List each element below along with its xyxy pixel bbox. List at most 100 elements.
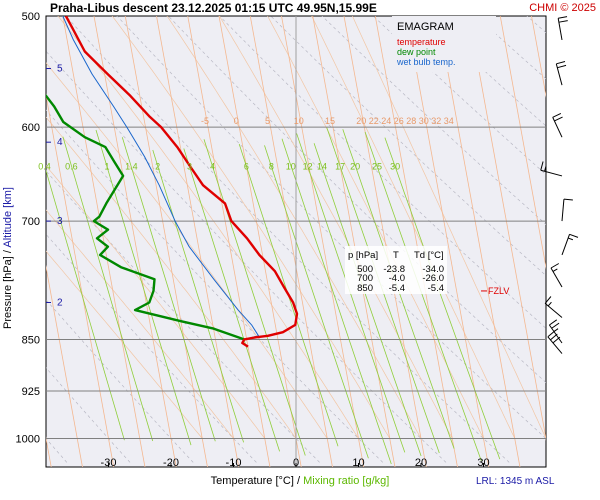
moist-adiabat [46, 62, 328, 439]
dry-adiabat [46, 170, 320, 463]
wind-barb [550, 263, 563, 288]
legend-title: EMAGRAM [397, 21, 454, 33]
isotherm [156, 16, 240, 467]
isotherm [249, 16, 333, 467]
moist-adiabat [46, 209, 234, 439]
fzlv-marker: FZLV [481, 286, 509, 296]
table-header-td: Td [°C] [414, 250, 444, 261]
mixing-ratio-line [281, 138, 392, 465]
moist-adiabat [57, 16, 359, 439]
mixing-ratio-label: 0.4 [38, 161, 51, 171]
wind-barb [540, 161, 563, 177]
x-axis-label: Temperature [°C] / Mixing ratio [g/kg] [211, 475, 390, 487]
chart-title: Praha-Libus descent 23.12.2025 01:15 UTC… [50, 1, 377, 15]
data-table: p [hPa] T Td [°C] 500 -23.8 -34.0 700 -4… [345, 246, 447, 294]
y-axis-label: Pressure [hPa] / Altitude [km] [2, 187, 14, 329]
isotherm [187, 16, 271, 467]
y-tick-label: 700 [22, 216, 40, 228]
moist-adiabat [166, 16, 422, 439]
mixing-ratio-label: 14 [317, 161, 327, 171]
mixing-ratio-label: 2 [155, 161, 160, 171]
copyright: CHMI © 2025 [529, 2, 596, 14]
wind-barb [547, 330, 563, 354]
mixing-ratio-line [95, 129, 192, 446]
isotherm [46, 264, 83, 467]
mixing-ratio-label: 1 [105, 161, 110, 171]
isotherm [312, 16, 396, 467]
dry-adiabat [46, 50, 447, 463]
altitude-label: 4 [57, 137, 63, 148]
isotherm-label: 15 [325, 116, 335, 126]
lrl-label: LRL: 1345 m ASL [476, 476, 555, 487]
mixing-ratio-line [152, 149, 244, 443]
moist-adiabat [46, 165, 266, 439]
series-dew-point [46, 93, 245, 341]
dry-adiabat [219, 16, 546, 329]
background-lines [46, 16, 546, 467]
y-tick-label: 1000 [16, 434, 40, 446]
legend-item-wet-bulb: wet bulb temp. [396, 57, 456, 67]
table-cell: 850 [357, 283, 373, 294]
wind-barbs [540, 16, 579, 354]
isotherm-label: 30 [419, 116, 429, 126]
y-tick-label: 850 [22, 334, 40, 346]
mixing-ratio-line [364, 131, 482, 461]
series-temperature [64, 16, 299, 348]
wind-barb [561, 233, 579, 256]
series-layer [46, 16, 299, 348]
table-header-t: T [393, 250, 399, 261]
isotherm [62, 16, 146, 467]
dry-adiabat [372, 16, 546, 175]
mixing-ratio-label: 3 [187, 161, 192, 171]
isotherm [124, 16, 208, 467]
tick-layer: 1000925850700600500-30-20-1001020302345-… [16, 11, 490, 469]
mixing-ratio-line [46, 169, 125, 441]
mixing-ratio-line [264, 145, 369, 459]
dry-adiabat [46, 233, 257, 463]
legend-box: EMAGRAM temperature dew point wet bulb t… [392, 16, 496, 72]
isotherm-label: 26 [394, 116, 404, 126]
altitude-label: 3 [57, 216, 63, 227]
mixing-ratio-label: 25 [372, 161, 382, 171]
isotherm-label: 22 [369, 116, 379, 126]
altitude-label: 5 [57, 64, 63, 75]
dry-adiabat [65, 16, 510, 463]
table-cell: 500 [357, 264, 373, 275]
isotherm [499, 16, 546, 270]
series-wet-bulb-temp [62, 16, 259, 340]
wind-barb [555, 61, 567, 86]
wind-barb [544, 296, 563, 318]
isotherm-label: 28 [406, 116, 416, 126]
mixing-ratio-label: 20 [350, 161, 360, 171]
mixing-ratio-label: 17 [335, 161, 345, 171]
mixing-ratio-line [296, 133, 406, 453]
mixing-ratio-line [313, 143, 422, 457]
table-cell: -4.0 [389, 273, 405, 284]
altitude-label: 2 [57, 297, 63, 308]
dry-adiabat [116, 16, 546, 439]
isotherm-label: 20 [356, 116, 366, 126]
table-cell: 700 [357, 273, 373, 284]
isotherm [218, 16, 302, 467]
isotherm-label: 5 [265, 116, 270, 126]
moist-adiabat [46, 250, 203, 439]
y-tick-label: 925 [22, 386, 40, 398]
y-tick-label: 500 [22, 11, 40, 23]
isotherm [374, 16, 458, 467]
table-header-p: p [hPa] [348, 250, 378, 261]
isotherm [343, 16, 427, 467]
moist-adiabat [352, 16, 546, 439]
mixing-ratio-label: 1.4 [125, 161, 138, 171]
mixing-ratio-label: 0.6 [65, 161, 78, 171]
table-cell: -34.0 [422, 264, 444, 275]
wind-barb [552, 113, 563, 138]
wind-barb [557, 16, 568, 40]
legend-item-dew-point: dew point [397, 47, 436, 57]
y-tick-label: 600 [22, 122, 40, 134]
legend-item-temperature: temperature [397, 37, 446, 47]
mixing-ratio-line [384, 137, 501, 460]
table-cell: -5.4 [428, 283, 444, 294]
isotherm-label: 10 [294, 116, 304, 126]
isotherm-label: 34 [444, 116, 454, 126]
